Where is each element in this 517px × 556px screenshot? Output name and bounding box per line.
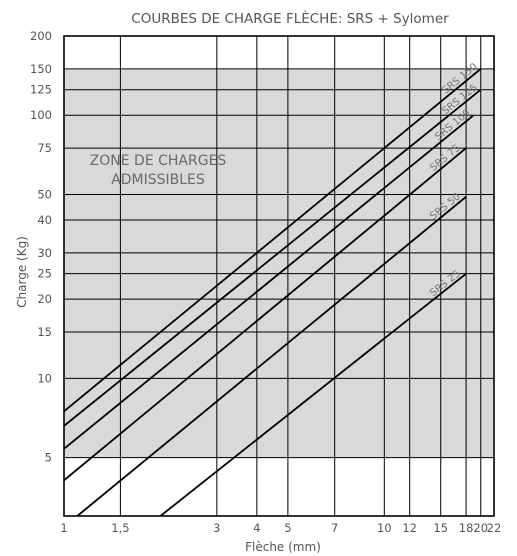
y-tick-label: 5 [45, 451, 52, 465]
series-line [63, 89, 482, 427]
x-tick-label: 1 [60, 521, 67, 535]
y-tick-label: 15 [37, 325, 52, 339]
y-tick-label: 50 [37, 187, 52, 201]
x-tick-label: 15 [433, 521, 448, 535]
x-tick-label: 5 [284, 521, 291, 535]
plot-frame [63, 35, 495, 517]
x-tick-label: 18 [459, 521, 474, 535]
x-tick-label: 3 [213, 521, 220, 535]
x-tick-label: 4 [253, 521, 260, 535]
chart-title: COURBES DE CHARGE FLÈCHE: SRS + Sylomer [131, 10, 449, 27]
admissible-zone [64, 68, 494, 458]
y-tick-label: 125 [30, 83, 52, 97]
y-tick-label: 20 [37, 292, 52, 306]
x-tick-label: 10 [377, 521, 392, 535]
y-tick-label: 75 [37, 141, 52, 155]
y-tick-label: 150 [30, 62, 52, 76]
x-tick-label: 12 [402, 521, 417, 535]
x-tick-label: 22 [487, 521, 502, 535]
zone-label-line: ADMISSIBLES [111, 172, 205, 188]
y-tick-label: 10 [37, 371, 52, 385]
x-tick-label: 7 [331, 521, 338, 535]
y-tick-label: 100 [30, 108, 52, 122]
series-line [63, 68, 482, 412]
series-line [159, 272, 467, 517]
y-tick-label: 200 [30, 29, 52, 43]
x-tick-label: 20 [473, 521, 488, 535]
series-line [63, 147, 467, 481]
y-tick-label: 25 [37, 267, 52, 281]
y-axis-label: Charge (Kg) [15, 236, 29, 308]
series-line [76, 196, 467, 517]
x-tick-label: 1,5 [111, 521, 129, 535]
series-line [63, 114, 475, 450]
y-tick-label: 40 [37, 213, 52, 227]
y-tick-label: 30 [37, 246, 52, 260]
zone-label-line: ZONE DE CHARGES [90, 153, 227, 169]
x-axis-label: Flèche (mm) [245, 540, 321, 554]
